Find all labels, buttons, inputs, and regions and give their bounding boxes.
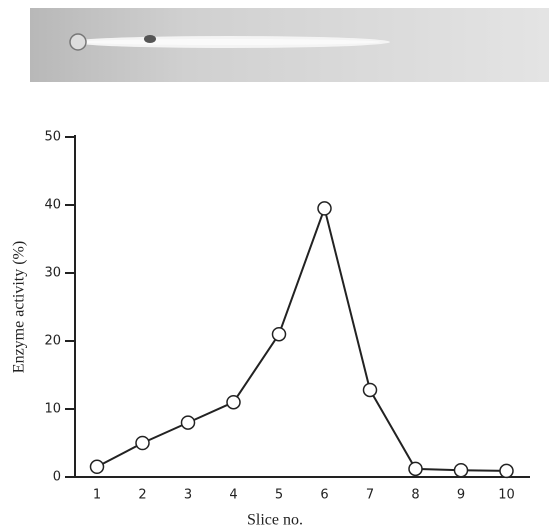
x-tick-label: 9 — [457, 488, 465, 503]
y-tick-label: 10 — [44, 402, 61, 417]
x-tick-label: 1 — [93, 488, 101, 503]
x-tick-label: 2 — [138, 488, 146, 503]
data-point — [408, 461, 423, 477]
x-tick-label: 6 — [320, 488, 328, 503]
data-point — [135, 435, 150, 451]
data-point — [271, 326, 287, 342]
gel-photo — [30, 8, 549, 82]
y-tick-label: 30 — [44, 266, 61, 281]
data-point — [226, 394, 241, 410]
y-axis-label: Enzyme activity (%) — [11, 241, 28, 373]
data-point — [499, 463, 514, 479]
y-tick-label: 0 — [53, 470, 61, 485]
x-tick-label: 3 — [184, 488, 192, 503]
data-point — [89, 459, 105, 475]
data-point — [180, 415, 196, 430]
y-tick-label: 50 — [44, 130, 61, 145]
x-tick-label: 4 — [229, 488, 237, 503]
data-point — [317, 201, 332, 216]
y-tick-label: 40 — [44, 198, 61, 213]
data-line — [96, 204, 507, 472]
y-tick-label: 20 — [44, 334, 61, 349]
x-tick-label: 5 — [275, 488, 283, 503]
data-point — [362, 382, 378, 398]
x-tick-label: 7 — [366, 488, 374, 503]
data-point — [453, 462, 469, 478]
x-tick-label: 10 — [498, 488, 515, 503]
x-tick-label: 8 — [411, 488, 419, 503]
x-axis-label: Slice no. — [247, 512, 303, 529]
